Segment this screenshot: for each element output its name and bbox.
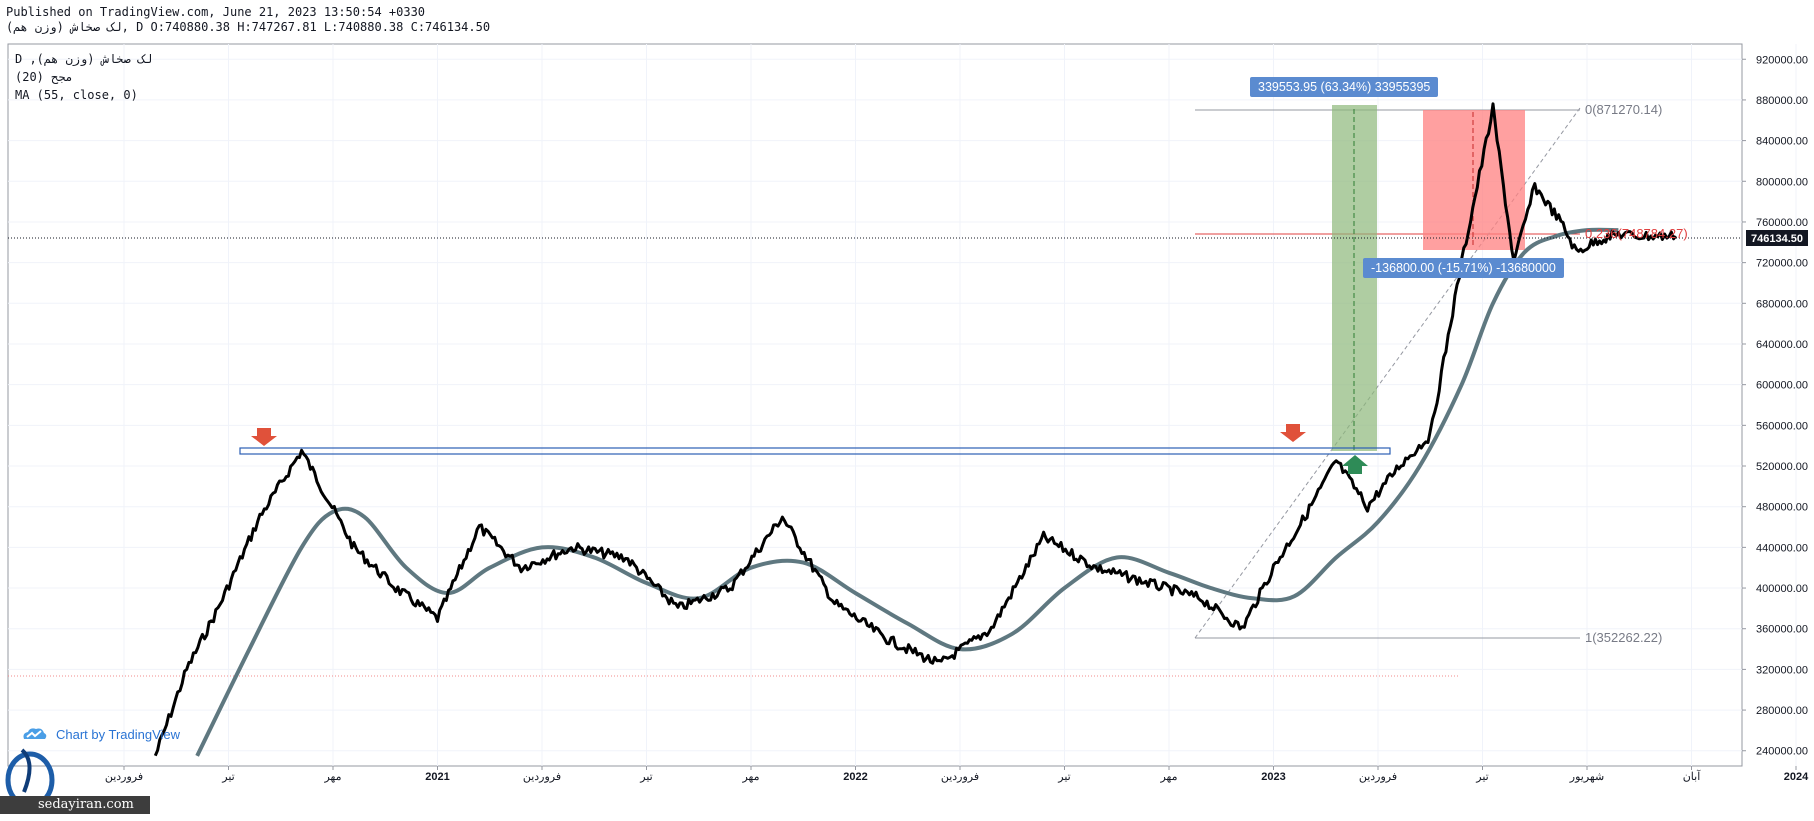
y-tick-label: 760000.00 xyxy=(1756,217,1808,229)
x-tick-label: فروردین xyxy=(1359,771,1397,783)
plot-frame xyxy=(7,43,1743,767)
y-tick-label: 640000.00 xyxy=(1756,339,1808,351)
x-tick-label: تیر xyxy=(1057,771,1070,783)
fib-label-0236: 0.236(748784.27) xyxy=(1585,226,1688,241)
tradingview-logo-icon xyxy=(23,728,47,739)
y-tick-label: 560000.00 xyxy=(1756,420,1808,432)
arrow-down-1-icon xyxy=(251,428,277,446)
price-line xyxy=(153,102,1677,757)
grid xyxy=(8,44,1797,766)
resistance-zone xyxy=(239,447,1391,455)
x-tick-label: فروردین xyxy=(941,771,979,783)
fib-label-0: 0(871270.14) xyxy=(1585,102,1662,117)
y-tick-label: 400000.00 xyxy=(1756,583,1808,595)
ma-line xyxy=(195,227,1619,757)
y-tick-label: 840000.00 xyxy=(1756,136,1808,148)
y-tick-label: 720000.00 xyxy=(1756,258,1808,270)
fib-label-1: 1(352262.22) xyxy=(1585,630,1662,645)
x-tick-label: مهر xyxy=(323,771,341,783)
y-tick-label: 240000.00 xyxy=(1756,746,1808,758)
x-axis[interactable]: فروردین تیر مهر 2021 فروردین تیر مهر 2022 فروردی… xyxy=(105,766,1809,783)
x-tick-label: مهر xyxy=(741,771,759,783)
y-tick-label: 680000.00 xyxy=(1756,298,1808,310)
x-tick-label: مهر xyxy=(1159,771,1177,783)
profit-label: 339553.95 (63.34%) 33955395 xyxy=(1250,77,1439,97)
y-tick-label: 600000.00 xyxy=(1756,380,1808,392)
y-tick-label: 800000.00 xyxy=(1756,176,1808,188)
x-tick-label: 2024 xyxy=(1784,771,1809,783)
x-tick-label: فروردین xyxy=(523,771,561,783)
ohlc-line: (وزن هم) لک صخاش, D O:740880.38 H:747267… xyxy=(6,20,491,34)
x-tick-label: 2023 xyxy=(1261,771,1285,783)
y-tick-label: 440000.00 xyxy=(1756,542,1808,554)
x-tick-label: 2021 xyxy=(425,771,449,783)
y-tick-label: 360000.00 xyxy=(1756,624,1808,636)
x-tick-label: تیر xyxy=(1475,771,1488,783)
x-tick-label: تیر xyxy=(639,771,652,783)
last-price-label: 746134.50 xyxy=(1751,233,1803,245)
site-credit: sedayiran.com xyxy=(0,796,150,814)
y-tick-label: 920000.00 xyxy=(1756,54,1808,66)
legend-symbol: D ,(وزن هم) لک صخاش xyxy=(15,52,153,66)
y-tick-label: 880000.00 xyxy=(1756,95,1808,107)
y-tick-label: 320000.00 xyxy=(1756,664,1808,676)
x-tick-label: تیر xyxy=(221,771,234,783)
watermark-text: Chart by TradingView xyxy=(56,726,181,742)
y-tick-label: 280000.00 xyxy=(1756,705,1808,717)
legend-volume: (20) مجح xyxy=(15,70,73,84)
x-tick-label: آبان xyxy=(1683,770,1701,783)
x-tick-label: شهریور xyxy=(1569,771,1604,783)
legend-ma: MA (55, close, 0) xyxy=(15,88,138,102)
x-tick-label: 2022 xyxy=(843,771,867,783)
arrow-down-2-icon xyxy=(1280,424,1306,442)
y-tick-label: 520000.00 xyxy=(1756,461,1808,473)
arrow-up-icon xyxy=(1342,455,1368,474)
x-tick-label: فروردین xyxy=(105,771,143,783)
last-price-tag xyxy=(1746,230,1808,246)
loss-label: -136800.00 (-15.71%) -13680000 xyxy=(1363,258,1564,278)
y-tick-label: 480000.00 xyxy=(1756,502,1808,514)
y-axis[interactable]: 920000.00 880000.00 840000.00 800000.00 7600… xyxy=(1742,54,1808,758)
tradingview-watermark[interactable]: Chart by TradingView xyxy=(20,725,180,743)
published-line: Published on TradingView.com, June 21, 2… xyxy=(6,5,426,19)
